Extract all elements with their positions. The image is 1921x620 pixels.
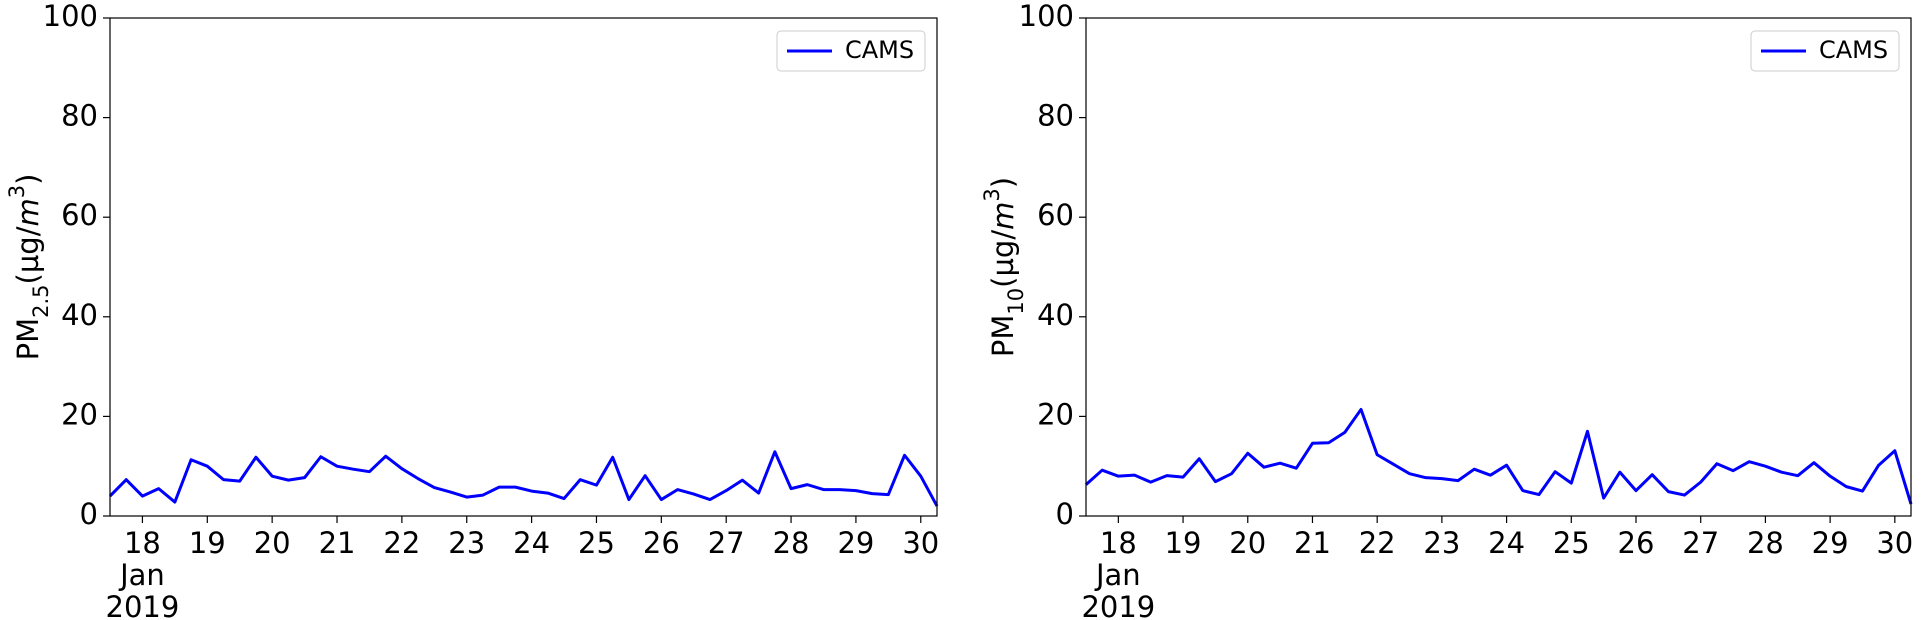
y-tick-label: 100 <box>1019 0 1074 33</box>
y-tick-label: 60 <box>61 198 98 232</box>
x-tick-label: 22 <box>1359 526 1396 560</box>
x-tick-label: 25 <box>578 526 615 560</box>
legend-box <box>776 30 926 72</box>
plot-frame <box>109 17 938 517</box>
y-label-part: 2.5 <box>29 284 53 317</box>
y-tick-label: 80 <box>1037 99 1074 133</box>
x-tick-label: 24 <box>1488 526 1525 560</box>
y-tick-label: 0 <box>80 497 98 531</box>
y-tick-label: 80 <box>61 99 98 133</box>
x-date-label: 2019 <box>106 590 180 620</box>
y-axis-label: PM2.5(µg/m3) <box>5 174 53 361</box>
plot-frame <box>1085 17 1912 517</box>
x-tick-label: 28 <box>773 526 810 560</box>
y-label-part: m <box>11 198 45 226</box>
x-tick-label: 28 <box>1747 526 1784 560</box>
y-label-part: (µg/ <box>11 226 45 284</box>
x-tick-label: 29 <box>1812 526 1849 560</box>
x-tick-label: 19 <box>189 526 226 560</box>
x-date-label: 2019 <box>1081 590 1155 620</box>
legend: CAMS <box>776 30 926 72</box>
legend-label: CAMS <box>845 36 914 64</box>
x-tick-label: 20 <box>254 526 291 560</box>
x-tick-label: 29 <box>837 526 874 560</box>
y-label-part: 10 <box>1004 288 1028 315</box>
x-tick-label: 27 <box>708 526 745 560</box>
x-date-label: Jan <box>1094 558 1141 592</box>
y-label-part: PM <box>986 315 1020 358</box>
x-tick-label: 25 <box>1553 526 1590 560</box>
y-tick-label: 60 <box>1037 198 1074 232</box>
x-tick-label: 30 <box>902 526 939 560</box>
x-tick-label: 23 <box>448 526 485 560</box>
x-tick-label: 20 <box>1229 526 1266 560</box>
y-tick-label: 40 <box>1037 298 1074 332</box>
legend-label: CAMS <box>1819 36 1888 64</box>
y-label-part: ) <box>11 174 45 185</box>
x-tick-label: 26 <box>1618 526 1655 560</box>
x-date-label: Jan <box>118 558 165 592</box>
x-tick-label: 21 <box>1294 526 1331 560</box>
y-axis-label: PM10(µg/m3) <box>980 177 1028 357</box>
y-tick-label: 20 <box>61 397 98 431</box>
x-tick-label: 27 <box>1682 526 1719 560</box>
y-tick-label: 20 <box>1037 397 1074 431</box>
x-tick-label: 22 <box>383 526 420 560</box>
y-label-part: 3 <box>5 185 29 198</box>
x-tick-label: 30 <box>1876 526 1913 560</box>
x-tick-label: 18 <box>124 526 161 560</box>
y-tick-label: 40 <box>61 298 98 332</box>
panel: 0 20 40 60 80 100 18 19 20 21 22 23 24 25 26 27 28 29 30 Ja… <box>5 0 939 620</box>
x-tick-label: 26 <box>643 526 680 560</box>
panel: 0 20 40 60 80 100 18 19 20 21 22 23 24 25 26 27 28 29 30 Ja… <box>980 0 1913 620</box>
x-tick-label: 23 <box>1423 526 1460 560</box>
line-series <box>1085 407 1913 505</box>
legend: CAMS <box>1750 30 1900 72</box>
x-tick-label: 19 <box>1165 526 1202 560</box>
line-series <box>108 450 939 507</box>
y-label-part: ) <box>986 177 1020 188</box>
y-label-part: PM <box>11 318 45 361</box>
y-tick-label: 100 <box>43 0 98 33</box>
x-tick-label: 18 <box>1100 526 1137 560</box>
y-tick-label: 0 <box>1056 497 1074 531</box>
legend-box <box>1750 30 1900 72</box>
x-tick-label: 21 <box>319 526 356 560</box>
y-label-part: m <box>986 202 1020 230</box>
y-label-part: (µg/ <box>986 230 1020 288</box>
x-tick-label: 24 <box>513 526 550 560</box>
y-label-part: 3 <box>980 188 1004 201</box>
